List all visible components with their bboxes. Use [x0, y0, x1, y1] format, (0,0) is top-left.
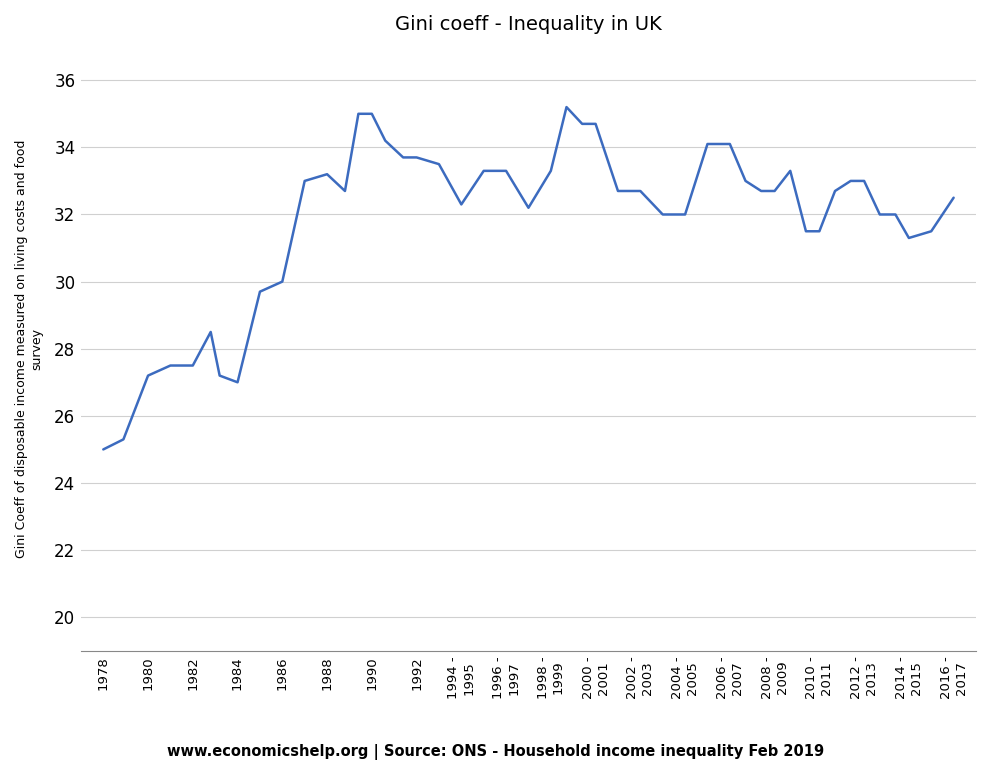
- Text: www.economicshelp.org | Source: ONS - Household income inequality Feb 2019: www.economicshelp.org | Source: ONS - Ho…: [166, 744, 825, 760]
- Y-axis label: Gini Coeff of disposable income measured on living costs and food
survey: Gini Coeff of disposable income measured…: [15, 140, 43, 558]
- Title: Gini coeff - Inequality in UK: Gini coeff - Inequality in UK: [395, 15, 662, 34]
